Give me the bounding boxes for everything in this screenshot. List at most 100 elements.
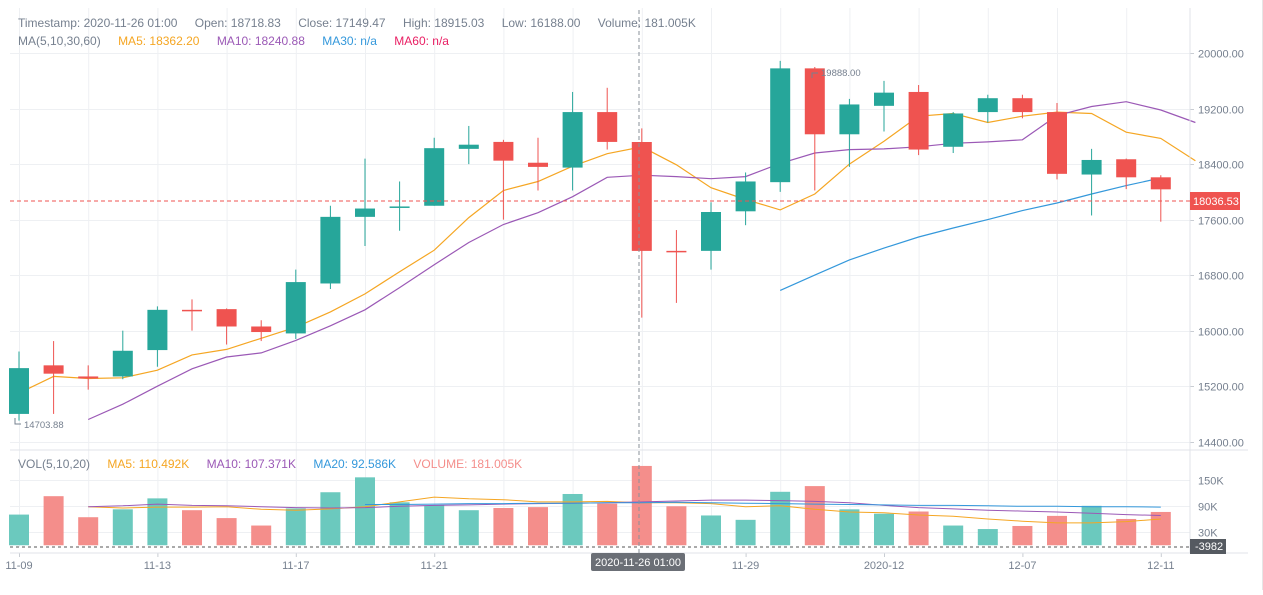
candle-body (666, 250, 687, 253)
volume-bar (562, 493, 583, 546)
candle (1012, 94, 1033, 119)
candle (597, 87, 618, 150)
volume-low-box (1190, 539, 1226, 554)
legend-ma30: MA30: n/a (322, 34, 377, 48)
volume-bar (770, 491, 791, 546)
candle-body (735, 181, 756, 212)
last-price-box (1190, 192, 1240, 210)
volume-bar (251, 525, 272, 546)
time-tick-label: 11-29 (732, 560, 759, 572)
candle (424, 137, 445, 206)
volume-tick-label: 150K (1198, 476, 1224, 488)
volume-bar (1116, 518, 1137, 546)
candle (251, 320, 272, 342)
time-tick-label: 11-17 (282, 560, 309, 572)
volume-bar (701, 515, 721, 546)
candle-body (804, 68, 825, 135)
volume-bar (424, 505, 445, 546)
candle-body (1012, 98, 1033, 113)
volume-tick-label: 30K (1198, 528, 1218, 540)
candle-body (320, 216, 341, 284)
candle-body (839, 104, 860, 135)
axes: 14400.00 15200.00 16000.00 16800.00 17600.00… (5, 49, 1244, 573)
vol-legend-title: VOL(5,10,20) (18, 457, 91, 471)
volume-bar (43, 496, 64, 546)
vol-legend-ma5: MA5: 110.492K (107, 457, 190, 471)
crosshair-time-label: 2020-11-26 01:00 (595, 557, 681, 569)
candle (216, 308, 237, 345)
max-marker (811, 72, 818, 78)
vol-legend-ma10: MA10: 107.371K (206, 457, 296, 471)
time-tick-label: 2020-12 (864, 560, 904, 572)
price-tick-label: 16000.00 (1198, 327, 1244, 339)
candle (528, 137, 548, 191)
volume-bar (839, 509, 860, 546)
max-price-label: 19888.00 (821, 68, 861, 79)
volume-bar (147, 498, 168, 546)
price-tick-label: 18400.00 (1198, 160, 1244, 172)
volume-bar (1047, 515, 1067, 546)
legend-close: Close: 17149.47 (298, 16, 386, 30)
time-tick-label: 11-09 (5, 560, 32, 572)
candle-body (770, 68, 791, 183)
candle (493, 139, 514, 220)
candle-body (424, 148, 445, 206)
legend-ma5: MA5: 18362.20 (118, 34, 200, 48)
candle-body (977, 98, 998, 113)
candle-body (1116, 159, 1137, 178)
last-price-label: 18036.53 (1193, 196, 1239, 208)
candle-body (389, 206, 410, 208)
candle (285, 269, 306, 339)
candle-body (112, 350, 133, 377)
legend-volume: Volume: 181.005K (597, 16, 696, 30)
candle (1047, 103, 1067, 180)
volume-bar (320, 492, 341, 546)
candle-body (528, 162, 548, 167)
candle-body (631, 141, 652, 251)
volume-bar (977, 529, 998, 546)
candle-body (251, 326, 272, 333)
volume-low-label: -3982 (1195, 541, 1223, 553)
candle-body (147, 309, 168, 351)
volume-bar (216, 518, 237, 546)
volume-bar (493, 508, 514, 546)
candle-body (597, 112, 618, 142)
candle-body (9, 368, 29, 414)
legend-high: High: 18915.03 (402, 16, 485, 30)
volume-bar (735, 519, 756, 546)
time-tick-label: 11-13 (144, 560, 171, 572)
volume-ma-lines (88, 496, 1161, 524)
candle (147, 306, 168, 367)
price-tick-label: 14400.00 (1198, 438, 1244, 450)
legend-low: Low: 16188.00 (501, 16, 581, 30)
candle (182, 299, 202, 331)
candle (458, 125, 479, 165)
price-tick-label: 16800.00 (1198, 271, 1244, 283)
volume-bar (1081, 505, 1102, 546)
candle (839, 98, 860, 167)
candle (562, 91, 583, 191)
volume-bar (78, 517, 99, 546)
volume-bar (631, 465, 652, 546)
candles[interactable] (9, 60, 1171, 421)
legend-open: Open: 18718.83 (194, 16, 281, 30)
candle-body (701, 212, 721, 251)
candle-body (874, 92, 894, 106)
time-tick-label: 11-21 (421, 560, 448, 572)
ohlc-legend: Timestamp: 2020-11-26 01:00 Open: 18718.… (18, 16, 710, 30)
candle (112, 330, 133, 380)
price-tick-label: 19200.00 (1198, 105, 1244, 117)
candle (943, 112, 964, 154)
candle-body (562, 112, 583, 168)
candle-body (1081, 159, 1102, 175)
vol-legend-volume: VOLUME: 181.005K (413, 457, 523, 471)
candle-body (78, 376, 99, 379)
vol-legend-ma20: MA20: 92.586K (313, 457, 397, 471)
candle (1150, 175, 1171, 222)
candle-body (908, 91, 929, 150)
candle (701, 202, 721, 270)
candle (9, 351, 29, 421)
candle-body (1047, 112, 1067, 174)
